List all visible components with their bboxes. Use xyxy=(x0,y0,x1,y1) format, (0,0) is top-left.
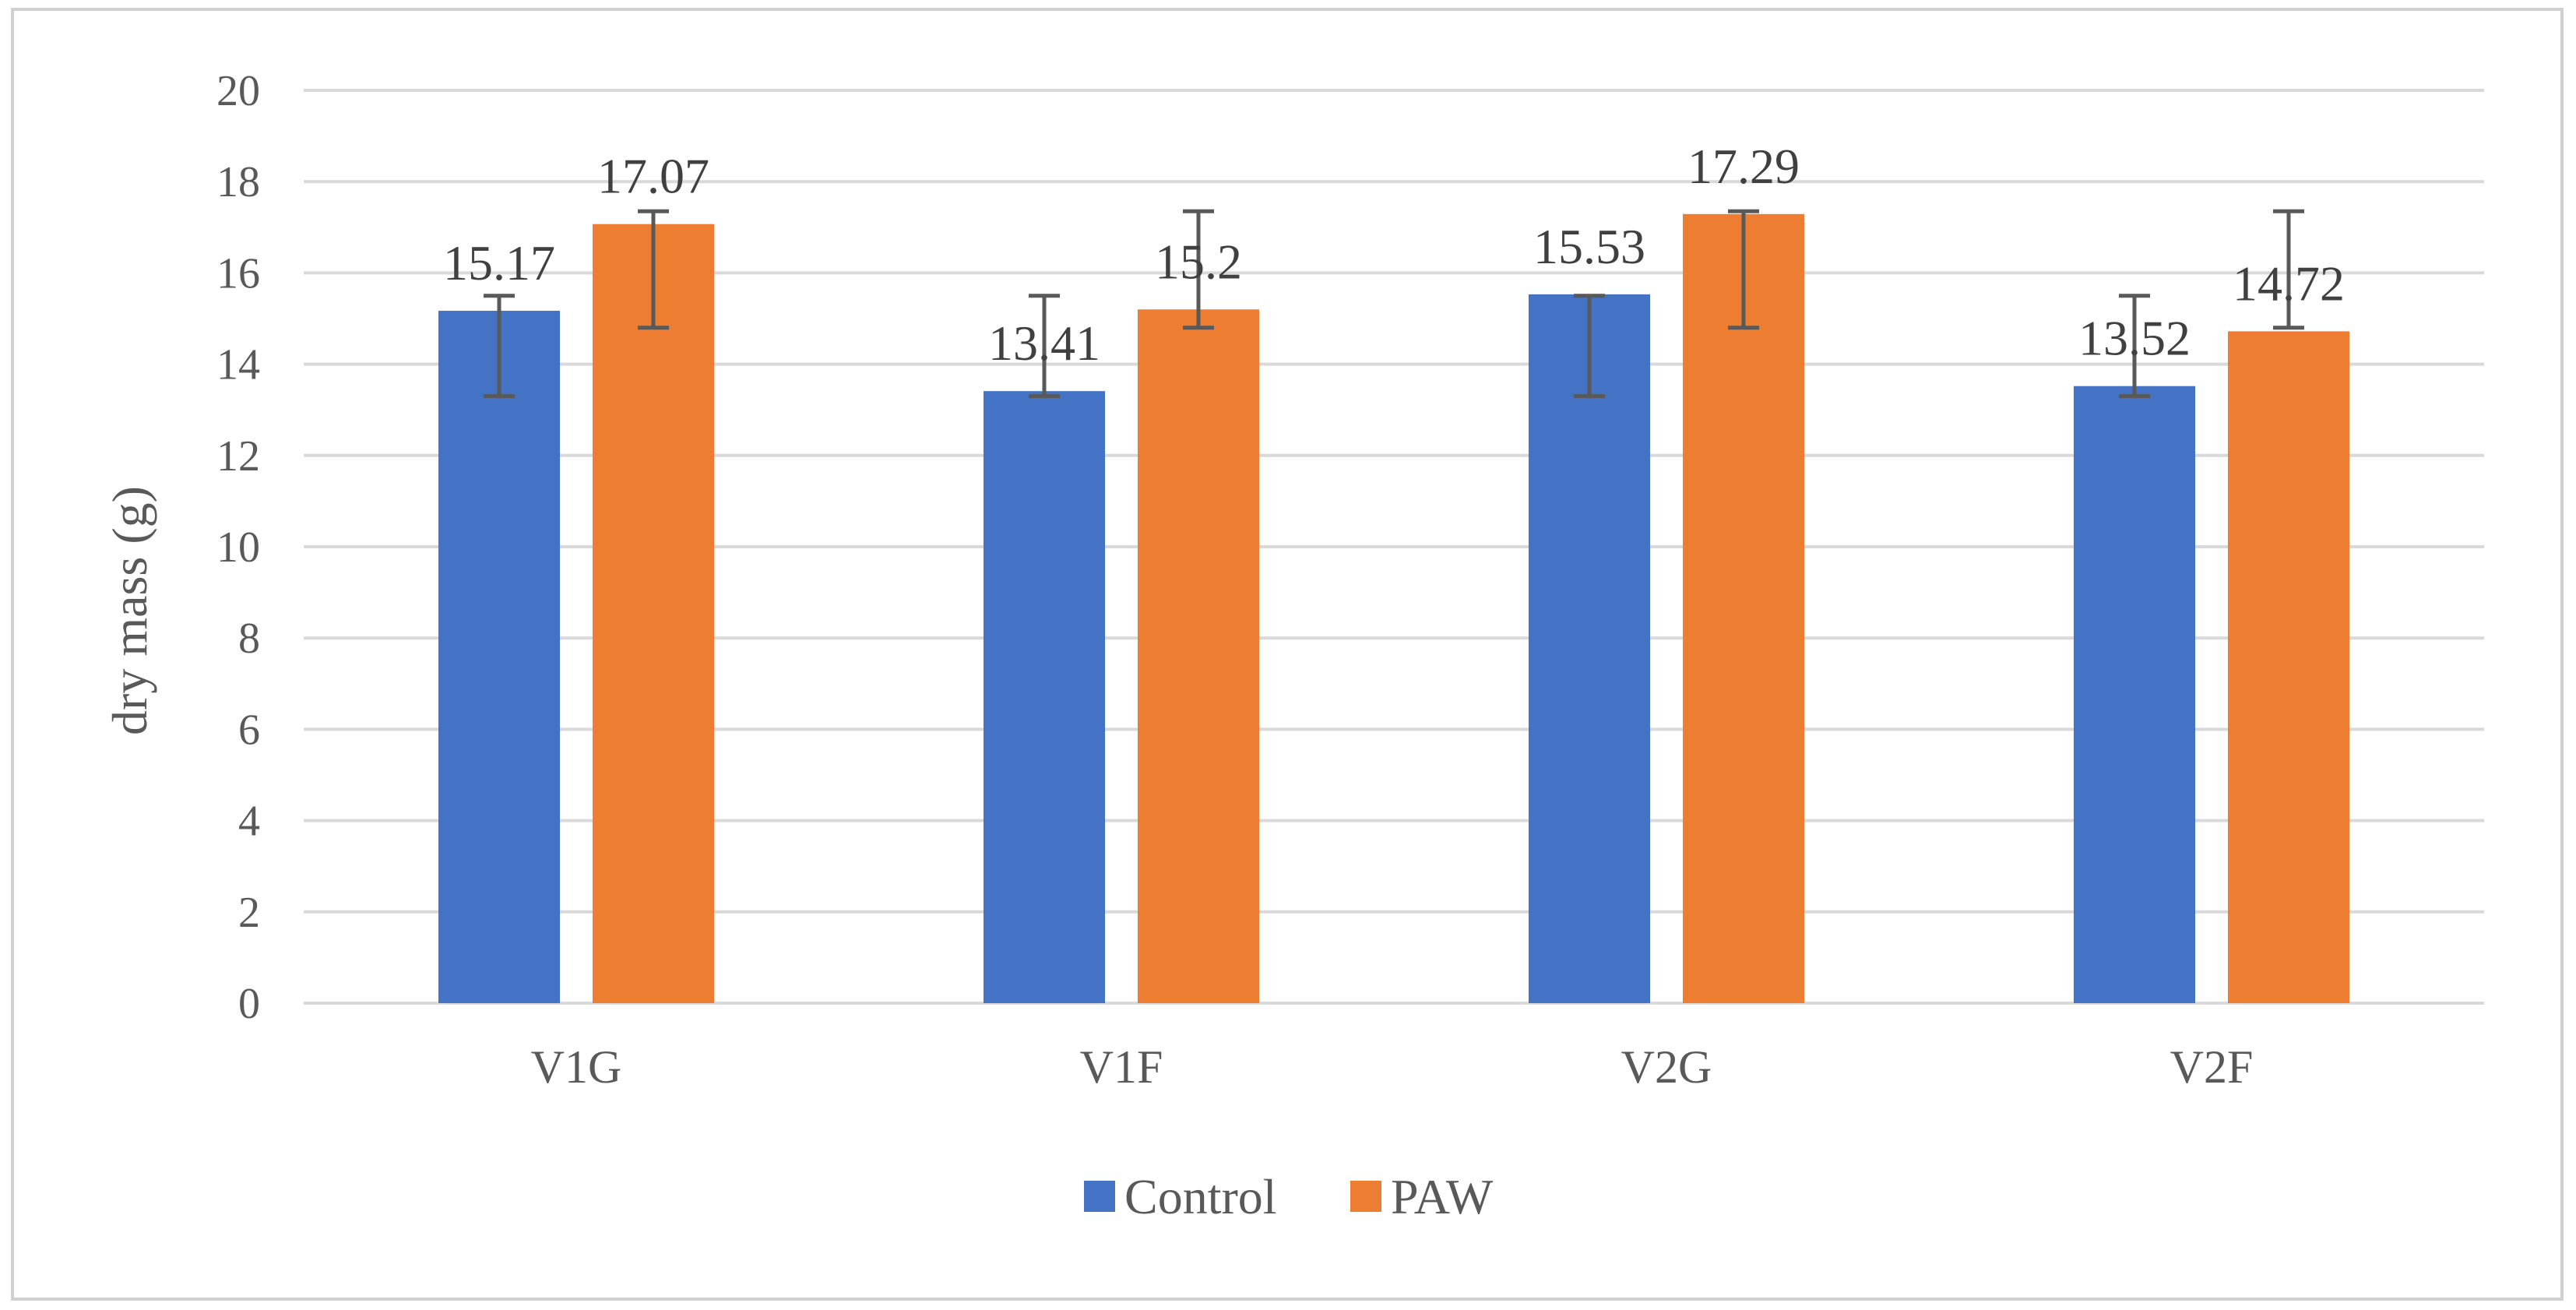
error-bar-control-v1g xyxy=(484,294,515,399)
legend-item-paw: PAW xyxy=(1350,1169,1494,1224)
bar-paw-v2f xyxy=(2228,331,2349,1004)
legend-swatch xyxy=(1084,1181,1115,1212)
error-bar-paw-v1f xyxy=(1183,209,1214,330)
y-tick-label: 10 xyxy=(216,523,260,572)
error-bar-paw-v2g xyxy=(1728,209,1759,330)
bars xyxy=(438,213,2349,1004)
data-label-paw-v1f: 15.2 xyxy=(1155,234,1242,289)
data-label-control-v2g: 15.53 xyxy=(1533,219,1645,274)
y-axis-ticks: 0 2 4 6 8 10 12 14 16 18 20 xyxy=(216,67,260,1028)
data-label-paw-v2g: 17.29 xyxy=(1687,139,1800,194)
y-tick-label: 14 xyxy=(216,341,260,389)
x-category-label: V1G xyxy=(531,1041,622,1093)
y-tick-label: 16 xyxy=(216,249,260,298)
x-axis-categories: V1G V1F V2G V2F xyxy=(531,1041,2254,1093)
y-tick-label: 4 xyxy=(238,798,260,846)
legend-label: PAW xyxy=(1391,1169,1494,1224)
y-tick-label: 6 xyxy=(238,706,260,754)
data-label-control-v1f: 13.41 xyxy=(988,315,1100,371)
bar-control-v1f xyxy=(984,391,1105,1003)
x-category-label: V2F xyxy=(2170,1041,2254,1093)
x-category-label: V2G xyxy=(1621,1041,1712,1093)
y-tick-label: 2 xyxy=(238,889,260,937)
data-label-paw-v1g: 17.07 xyxy=(597,149,709,204)
legend-swatch xyxy=(1350,1181,1381,1212)
error-bar-control-v2f xyxy=(2119,294,2150,399)
error-bar-control-v1f xyxy=(1029,294,1060,399)
bar-control-v1g xyxy=(438,311,560,1004)
data-label-control-v1g: 15.17 xyxy=(443,235,555,291)
error-bar-control-v2g xyxy=(1574,294,1605,399)
y-tick-label: 18 xyxy=(216,158,260,206)
error-bar-paw-v1g xyxy=(638,209,669,330)
data-label-control-v2f: 13.52 xyxy=(2078,311,2191,366)
data-labels: 15.17 17.07 13.41 15.2 15.53 17.29 13.52 14.72 xyxy=(443,139,2345,371)
bar-paw-v1g xyxy=(593,224,714,1003)
error-bar-paw-v2f xyxy=(2273,209,2304,330)
x-category-label: V1F xyxy=(1080,1041,1163,1093)
y-tick-label: 12 xyxy=(216,432,260,481)
legend: Control PAW xyxy=(1084,1169,1494,1224)
y-tick-label: 8 xyxy=(238,615,260,663)
y-axis-title: dry mass (g) xyxy=(102,486,157,735)
legend-label: Control xyxy=(1124,1169,1277,1224)
error-bars xyxy=(484,209,2304,399)
y-tick-label: 0 xyxy=(238,980,260,1028)
bar-control-v2f xyxy=(2074,386,2195,1003)
data-label-paw-v2f: 14.72 xyxy=(2233,255,2345,311)
bar-paw-v1f xyxy=(1138,309,1259,1003)
bar-control-v2g xyxy=(1529,294,1650,1003)
y-tick-label: 20 xyxy=(216,67,260,115)
bar-paw-v2g xyxy=(1683,213,1804,1003)
legend-item-control: Control xyxy=(1084,1169,1277,1224)
